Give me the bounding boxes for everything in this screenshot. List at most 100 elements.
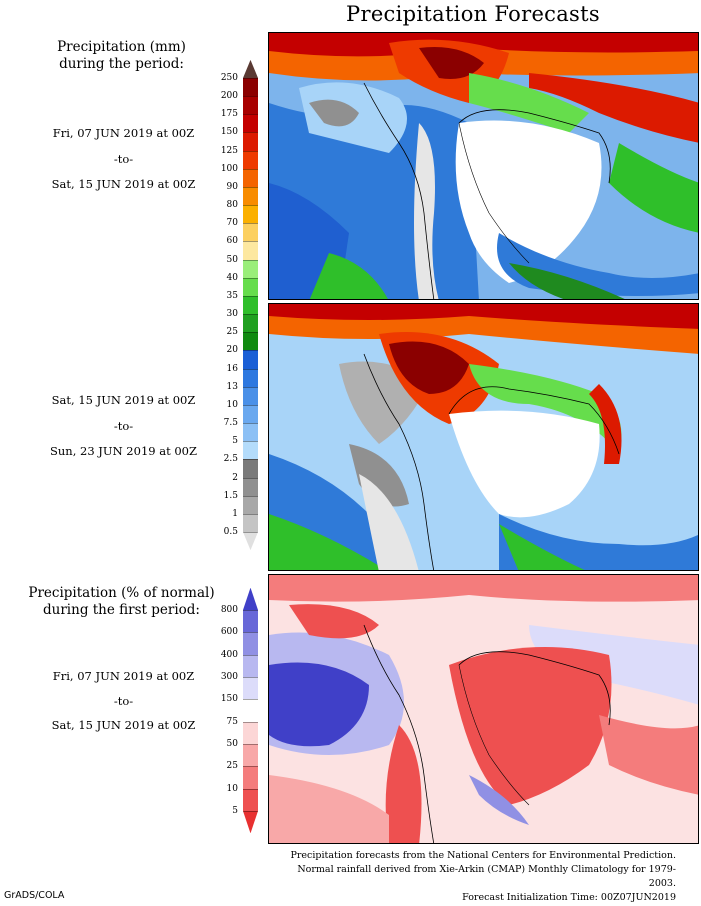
period2-start: Sat, 15 JUN 2019 at 00Z: [51, 393, 196, 407]
mm-scale-tick-label: 80: [226, 200, 238, 211]
pct-scale-swatch: [243, 721, 258, 744]
pct-scale-tick-label: 5: [232, 806, 238, 816]
map-panel-week2: [268, 303, 699, 571]
mm-scale-tick-label: 0.5: [223, 527, 238, 537]
mm-scale-swatch: [243, 404, 258, 424]
mm-scale-swatch: [243, 223, 258, 242]
pct-scale-bar: [243, 587, 258, 834]
pct-scale-tick-label: 800: [220, 605, 238, 615]
mm-scale-swatch: [243, 441, 258, 460]
mm-scale-swatch: [243, 114, 258, 133]
footer-line1: Precipitation forecasts from the Nationa…: [290, 850, 677, 861]
pct-scale-tick-label: 10: [226, 783, 238, 794]
mm-scale-swatch: [243, 259, 258, 278]
mm-scale-tick-label: 20: [226, 345, 238, 356]
mm-scale-swatch: [243, 241, 258, 260]
mm-scale-swatch: [243, 96, 258, 115]
mm-scale-tick-label: 13: [226, 381, 238, 392]
pct-scale-tick-label: 600: [220, 627, 238, 638]
period2-sep: -to-: [113, 419, 134, 433]
mm-scale-tick-label: 2: [232, 472, 238, 483]
mm-scale-swatch: [243, 513, 258, 532]
mm-scale-swatch: [243, 186, 258, 206]
period3-end: Sat, 15 JUN 2019 at 00Z: [51, 718, 196, 732]
pct-scale-swatch: [243, 587, 258, 610]
mm-scale-swatch: [243, 295, 258, 315]
mm-scale-swatch: [243, 132, 258, 151]
mm-scale-swatch: [243, 150, 258, 169]
mm-scale-tick-label: 60: [226, 236, 238, 247]
mm-scale-tick-label: 70: [226, 218, 238, 229]
pct-scale-swatch: [243, 766, 258, 789]
footer: Precipitation forecasts from the Nationa…: [290, 849, 677, 905]
pct-scale-tick-label: 25: [226, 761, 238, 772]
mm-scale-tick-label: 5: [232, 436, 238, 447]
mm-scale-tick-label: 125: [220, 145, 238, 156]
mm-scale-swatch: [243, 368, 258, 387]
mm-scale-tick-label: 100: [220, 163, 238, 174]
anomaly-map: [269, 575, 698, 843]
mm-scale-swatch: [243, 495, 258, 514]
mm-scale-swatch: [243, 386, 258, 405]
mm-scale-swatch: [243, 531, 258, 551]
mm-scale-tick-label: 40: [226, 272, 238, 283]
mm-scale-swatch: [243, 477, 258, 496]
mm-scale-swatch: [243, 314, 258, 333]
pct-scale-tick-label: 75: [226, 716, 238, 727]
mm-scale-tick-label: 1.5: [223, 490, 238, 501]
period1-end: Sat, 15 JUN 2019 at 00Z: [51, 177, 196, 191]
mm-scale-tick-label: 90: [226, 181, 238, 192]
footer-line3: Forecast Initialization Time: 00Z07JUN20…: [462, 892, 676, 903]
pct-scale-swatch: [243, 788, 258, 811]
period2-end: Sun, 23 JUN 2019 at 00Z: [50, 444, 197, 458]
pct-scale-swatch: [243, 676, 258, 700]
mm-scale-swatch: [243, 423, 258, 442]
footer-line2: Normal rainfall derived from Xie-Arkin (…: [297, 864, 676, 889]
mm-scale-tick-label: 35: [226, 290, 238, 301]
mm-scale-tick-label: 250: [220, 73, 238, 83]
mm-scale-swatch: [243, 277, 258, 296]
mm-scale-tick-label: 2.5: [223, 454, 238, 465]
mm-scale-tick-label: 175: [220, 109, 238, 120]
map-panel-anomaly: [268, 574, 699, 844]
period1-sep: -to-: [113, 152, 134, 166]
mm-scale-tick-label: 30: [226, 309, 238, 320]
mm-scale-tick-label: 7.5: [223, 418, 238, 429]
credit-label: GrADS/COLA: [4, 890, 65, 901]
mm-scale-tick-label: 10: [226, 399, 238, 410]
anomaly-heading-line1: Precipitation (% of normal): [28, 585, 215, 601]
mm-scale-tick-label: 200: [220, 91, 238, 102]
pct-scale-tick-label: 50: [226, 739, 238, 749]
mm-scale-swatch: [243, 168, 258, 187]
mm-scale-swatch: [243, 205, 258, 224]
period-heading-line2: during the period:: [59, 56, 184, 72]
period3-sep: -to-: [113, 694, 134, 708]
mm-scale-tick-label: 1: [232, 508, 238, 519]
mm-scale-tick-label: 50: [226, 254, 238, 265]
period-heading: Precipitation (mm) during the period:: [0, 39, 243, 73]
page-title: Precipitation Forecasts: [346, 2, 600, 26]
period1-start: Fri, 07 JUN 2019 at 00Z: [52, 126, 195, 140]
precip-map-week1: [269, 33, 698, 299]
map-panel-week1: [268, 32, 699, 300]
mm-scale-bar: [243, 59, 258, 551]
mm-scale-swatch: [243, 459, 258, 478]
mm-scale-swatch: [243, 332, 258, 351]
pct-scale-swatch: [243, 699, 258, 722]
pct-scale-swatch: [243, 609, 258, 633]
pct-scale-swatch: [243, 743, 258, 767]
pct-scale-swatch: [243, 632, 258, 655]
mm-scale-swatch: [243, 350, 258, 369]
mm-scale-swatch: [243, 77, 258, 97]
mm-scale-tick-label: 25: [226, 327, 238, 338]
pct-scale-tick-label: 300: [220, 672, 238, 682]
mm-scale-tick-label: 16: [226, 363, 238, 374]
pct-scale-tick-label: 150: [220, 694, 238, 705]
period3-start: Fri, 07 JUN 2019 at 00Z: [52, 669, 195, 683]
period-heading-line1: Precipitation (mm): [57, 39, 186, 55]
precip-map-week2: [269, 304, 698, 570]
anomaly-heading: Precipitation (% of normal) during the f…: [0, 585, 243, 619]
pct-scale-tick-label: 400: [220, 649, 238, 660]
mm-scale-tick-label: 150: [220, 127, 238, 138]
pct-scale-swatch: [243, 654, 258, 677]
